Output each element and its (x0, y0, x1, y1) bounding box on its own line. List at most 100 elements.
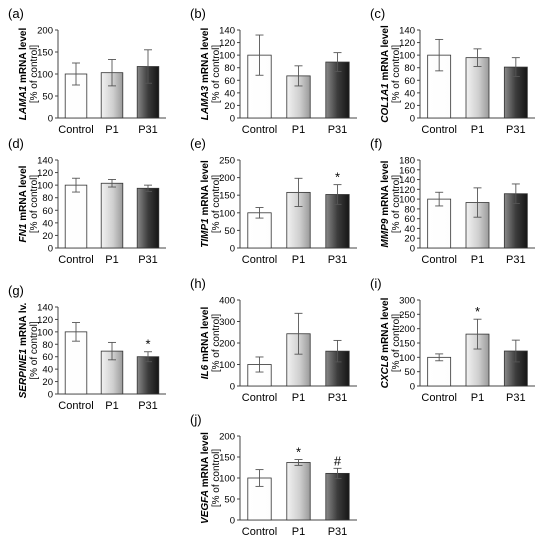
y-tick-label: 0 (230, 382, 235, 393)
y-tick-label: 120 (37, 168, 53, 179)
significance-mark: # (334, 453, 342, 468)
y-tick-label: 140 (37, 303, 53, 314)
y-axis-title: SERPINE1 mRNA lv. (18, 302, 29, 398)
y-tick-label: 100 (37, 181, 53, 192)
y-tick-label: 100 (399, 195, 415, 206)
x-tick-label: P1 (292, 392, 305, 404)
y-tick-label: 80 (42, 340, 53, 351)
y-axis-subtitle: [% of control] (391, 314, 402, 373)
panel-label: (i) (370, 276, 382, 291)
bar-control (427, 198, 452, 249)
y-tick-label: 100 (37, 70, 53, 81)
y-tick-label: 150 (37, 48, 53, 59)
x-tick-label: Control (58, 254, 93, 266)
y-axis-gene: CXCL8 (380, 355, 391, 388)
panel-label: (b) (190, 6, 206, 21)
y-axis-title: FN1 mRNA level (18, 165, 29, 242)
x-tick-label: P31 (506, 254, 526, 266)
y-axis-title-unit: mRNA level (200, 28, 211, 83)
panel-timp1: (e) TIMP1 mRNA level [% of control] 0 50 100 1… (190, 136, 357, 266)
y-tick-label: 60 (404, 76, 415, 87)
y-axis-title: COL1A1 mRNA level (380, 25, 391, 123)
panel-il6: (h) IL6 mRNA level [% of control] 0 100 200 30… (190, 276, 357, 404)
y-axis-title-unit: mRNA level (18, 165, 29, 220)
y-tick-label: 80 (404, 63, 415, 74)
y-tick-label: 60 (42, 206, 53, 217)
panel-col1a1: (c) COL1A1 mRNA level [% of control] 0 20 406… (370, 6, 535, 136)
y-tick-label: 140 (399, 175, 415, 186)
x-tick-label: Control (58, 124, 93, 136)
y-tick-label: 50 (224, 226, 235, 237)
y-tick-label: 40 (42, 218, 53, 229)
bar-p1 (286, 462, 311, 521)
y-axis-gene: LAMA1 (18, 85, 29, 120)
significance-mark: * (335, 170, 340, 185)
y-tick-label: 50 (404, 367, 415, 378)
y-tick-label: 0 (410, 244, 415, 255)
y-tick-label: 140 (399, 26, 415, 37)
y-tick-label: 250 (399, 310, 415, 321)
y-tick-label: 400 (219, 296, 235, 307)
y-tick-label: 160 (399, 165, 415, 176)
x-tick-label: P1 (105, 400, 118, 412)
panel-mmp9: (f) MMP9 mRNA level [% of control] 02040608… (370, 136, 535, 266)
bar-p31 (136, 356, 160, 395)
y-axis-title-unit: mRNA level (380, 297, 391, 352)
x-tick-label: P31 (138, 400, 158, 412)
panel-lama3: (b) LAMA3 mRNA level [% of control] 0 20 4060… (190, 6, 357, 136)
x-tick-label: P31 (506, 124, 526, 136)
y-tick-label: 0 (48, 114, 53, 125)
x-tick-label: P31 (506, 392, 526, 404)
y-tick-label: 250 (219, 156, 235, 167)
x-tick-label: P1 (471, 124, 484, 136)
y-axis-title: IL6 mRNA level (200, 307, 211, 380)
y-axis-subtitle: [% of control] (211, 449, 222, 508)
significance-mark: * (475, 304, 480, 319)
x-tick-label: P31 (328, 124, 348, 136)
x-tick-label: Control (242, 124, 277, 136)
y-tick-label: 80 (42, 193, 53, 204)
y-tick-label: 100 (219, 360, 235, 371)
bar-control (64, 184, 88, 249)
y-tick-label: 0 (230, 516, 235, 527)
y-tick-label: 20 (404, 101, 415, 112)
y-tick-label: 60 (224, 76, 235, 87)
y-tick-label: 60 (404, 214, 415, 225)
bar-control (427, 356, 452, 387)
x-tick-label: P31 (328, 392, 348, 404)
y-tick-label: 200 (219, 173, 235, 184)
y-tick-label: 40 (404, 224, 415, 235)
x-tick-label: P1 (105, 124, 118, 136)
panel-label: (d) (8, 136, 24, 151)
x-tick-label: P1 (471, 254, 484, 266)
panel-label: (a) (8, 6, 24, 21)
y-tick-label: 100 (219, 51, 235, 62)
y-tick-label: 60 (42, 352, 53, 363)
y-tick-label: 100 (37, 327, 53, 338)
y-tick-label: 200 (37, 26, 53, 37)
x-tick-label: P31 (328, 526, 348, 536)
y-axis-title: LAMA1 mRNA level (18, 28, 29, 121)
y-tick-label: 120 (399, 38, 415, 49)
y-axis-title: VEGFA mRNA level (200, 432, 211, 524)
x-tick-label: P1 (105, 254, 118, 266)
y-axis-gene: MMP9 (380, 218, 391, 247)
y-axis-title-unit: mRNA lv. (18, 302, 29, 346)
y-tick-label: 200 (219, 432, 235, 443)
y-tick-label: 200 (399, 324, 415, 335)
y-tick-label: 100 (219, 208, 235, 219)
y-axis-title: MMP9 mRNA level (380, 160, 391, 247)
y-tick-label: 140 (219, 26, 235, 37)
y-axis-gene: SERPINE1 (18, 348, 29, 398)
y-axis-subtitle: [% of control] (29, 45, 40, 104)
y-axis-subtitle: [% of control] (391, 45, 402, 104)
y-axis-title: TIMP1 mRNA level (200, 160, 211, 248)
y-axis-title-unit: mRNA level (18, 28, 29, 83)
y-tick-label: 200 (219, 339, 235, 350)
y-tick-label: 300 (399, 296, 415, 307)
y-tick-label: 20 (42, 231, 53, 242)
panel-lama1: (a) LAMA1 mRNA level [% of control] 0 50 100 1… (8, 6, 166, 136)
x-tick-label: Control (242, 526, 277, 536)
